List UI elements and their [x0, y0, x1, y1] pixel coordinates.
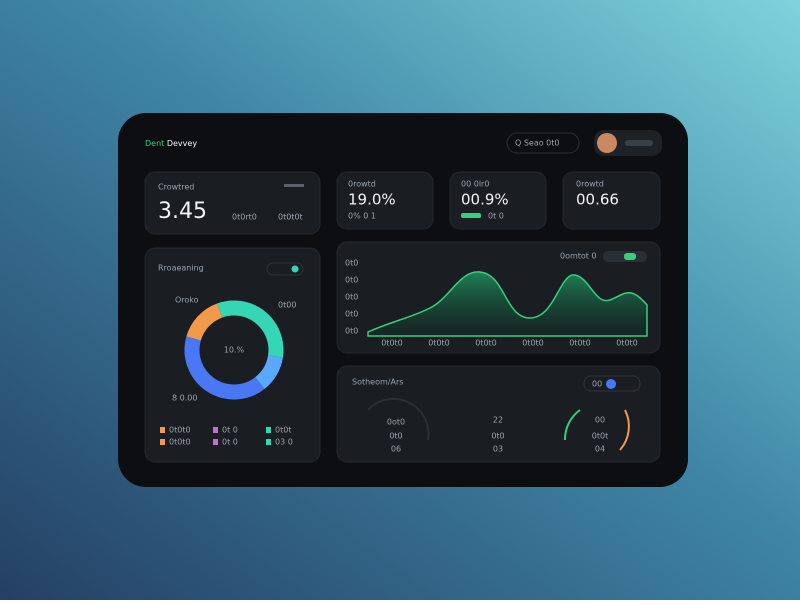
gauge-arc	[367, 397, 430, 441]
kpi-icon	[284, 184, 304, 187]
gauge-label: 0t0	[491, 432, 504, 441]
toggle-knob[interactable]	[624, 253, 636, 260]
gauge-arc	[563, 409, 581, 441]
donut-center: 10.%	[224, 346, 245, 355]
y-label: 0t0	[345, 327, 358, 336]
legend-text: 0t0t0	[169, 426, 191, 435]
gauge-value: 00	[595, 416, 605, 425]
kpi-card	[562, 171, 661, 230]
brand-accent: Dent	[145, 139, 164, 148]
x-label: 0t0t0	[616, 339, 638, 348]
kpi-card	[336, 171, 434, 230]
gauge-arc	[619, 409, 630, 451]
x-label: 0t0t0	[522, 339, 544, 348]
legend-text: 0t0t0	[169, 438, 191, 447]
kpi-bar	[461, 213, 481, 218]
search-text[interactable]: Q Seao 0t0	[515, 139, 560, 148]
kpi-label: 0rowtd	[576, 180, 604, 189]
callout: 8 0.00	[172, 394, 197, 403]
kpi-sub: 0t 0	[488, 212, 504, 221]
y-label: 0t0	[345, 293, 358, 302]
toggle-knob[interactable]	[291, 265, 299, 273]
donut-card	[144, 247, 321, 463]
x-label: 0t0t0	[475, 339, 497, 348]
kpi-value: 3.45	[158, 199, 207, 224]
y-label: 0t0	[345, 276, 358, 285]
toggle-knob[interactable]	[606, 379, 616, 389]
kpi-label: Crowtred	[158, 183, 194, 192]
legend-swatch	[213, 439, 218, 445]
toggle[interactable]	[583, 375, 641, 392]
search-box[interactable]	[506, 132, 580, 154]
y-label: 0t0	[345, 259, 358, 268]
legend-text: 0t0t	[275, 426, 291, 435]
donut	[184, 300, 284, 400]
callout: 0t00	[278, 301, 296, 310]
legend-text: 0t 0	[222, 438, 238, 447]
legend-swatch	[160, 427, 165, 433]
callout: Oroko	[175, 296, 199, 305]
x-label: 0t0t0	[381, 339, 403, 348]
brand: Dent Devvey	[145, 139, 197, 148]
gauge-value: 22	[493, 416, 503, 425]
axis-labels: 0t0 0t0 0t0 0t0 0t0 0t0t0 0t0t0 0t0t0 0t0t0 0t0t0…	[345, 259, 638, 348]
kpi-card	[144, 171, 321, 235]
kpi-value: 19.0%	[348, 191, 396, 209]
donut-segment	[186, 303, 223, 341]
kpi-sub: 0t0t0t	[278, 213, 303, 222]
x-label: 0t0t0	[428, 339, 450, 348]
kpi-label: 00 0lr0	[461, 180, 489, 189]
kpi-value: 00.66	[576, 191, 619, 209]
legend-swatch	[160, 439, 165, 445]
gauge-value: 0ot0	[387, 418, 405, 427]
gauge-label: 0t0t	[592, 432, 608, 441]
legend-text: 0t 0	[222, 426, 238, 435]
profile-name	[625, 140, 653, 146]
card-title: Sotheom/Ars	[352, 378, 403, 387]
kpi-value: 00.9%	[461, 191, 509, 209]
legend-swatch	[266, 439, 271, 445]
donut-segment	[217, 300, 284, 358]
x-label: 0t0t0	[569, 339, 591, 348]
card-title: Rroaeaning	[158, 264, 204, 273]
legend-text: 03 0	[275, 438, 293, 447]
legend-text: 0omtot 0	[560, 252, 597, 261]
kpi-sub: 0t0rt0	[232, 213, 257, 222]
gauge-sub: 03	[493, 445, 503, 454]
gauge-label: 0t0	[389, 432, 402, 441]
donut-segment	[254, 354, 283, 390]
avatar[interactable]	[597, 133, 617, 153]
legend-swatch	[213, 427, 218, 433]
kpi-sub: 0% 0 1	[348, 212, 376, 221]
y-label: 0t0	[345, 310, 358, 319]
toggle-text[interactable]: 00	[592, 380, 602, 389]
kpi-label: 0rowtd	[348, 180, 376, 189]
brand-name: Devvey	[167, 139, 197, 148]
legend: 0t0t0 0t 0 0t0t 0t0t0 0t 0 03 0	[160, 426, 293, 447]
area	[367, 271, 648, 337]
toggle[interactable]	[266, 262, 304, 276]
legend-swatch	[266, 427, 271, 433]
gauge-card	[336, 365, 661, 463]
gauge-sub: 06	[391, 445, 401, 454]
donut-segment	[184, 336, 265, 400]
gauge-sub: 04	[595, 445, 605, 454]
